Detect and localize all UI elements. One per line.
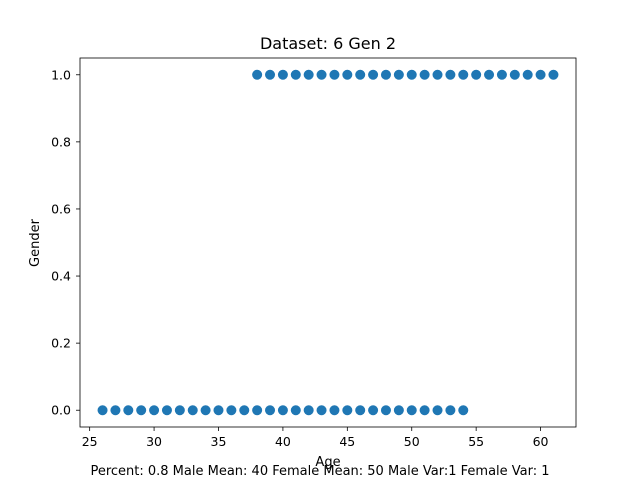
data-point — [329, 69, 340, 80]
data-point — [458, 405, 469, 416]
x-tick-label: 35 — [211, 434, 227, 449]
data-point — [535, 69, 546, 80]
y-axis-label: Gender — [28, 218, 43, 267]
data-point — [393, 69, 404, 80]
y-tick-label: 0.0 — [51, 403, 71, 418]
data-point — [419, 69, 430, 80]
data-point — [290, 405, 301, 416]
data-point — [252, 69, 263, 80]
x-tick-label: 30 — [146, 434, 162, 449]
data-point — [316, 69, 327, 80]
data-point — [445, 405, 456, 416]
data-point — [355, 405, 366, 416]
y-tick-label: 0.8 — [51, 134, 71, 149]
data-point — [522, 69, 533, 80]
y-tick-label: 0.6 — [51, 201, 71, 216]
data-point — [277, 69, 288, 80]
data-point — [149, 405, 160, 416]
x-tick-label: 55 — [468, 434, 484, 449]
x-axis-label: Age — [315, 455, 340, 470]
data-point — [277, 405, 288, 416]
data-point — [380, 405, 391, 416]
data-point — [509, 69, 520, 80]
data-point — [368, 405, 379, 416]
data-points — [97, 69, 559, 416]
y-tick-label: 0.4 — [51, 269, 71, 284]
y-tick-label: 1.0 — [51, 67, 71, 82]
data-point — [187, 405, 198, 416]
data-point — [419, 405, 430, 416]
data-point — [342, 405, 353, 416]
y-tick-label: 0.2 — [51, 336, 71, 351]
data-point — [393, 405, 404, 416]
data-point — [161, 405, 172, 416]
chart-title: Dataset: 6 Gen 2 — [260, 34, 396, 53]
plot-frame — [79, 57, 577, 428]
data-point — [380, 69, 391, 80]
data-point — [110, 405, 121, 416]
x-tick-label: 25 — [82, 434, 98, 449]
data-point — [432, 405, 443, 416]
x-axis-ticks: 25 30 35 40 45 50 55 60 — [82, 427, 549, 449]
data-point — [213, 405, 224, 416]
data-point — [265, 405, 276, 416]
data-point — [355, 69, 366, 80]
data-point — [226, 405, 237, 416]
x-tick-label: 45 — [339, 434, 355, 449]
data-point — [548, 69, 559, 80]
data-point — [484, 69, 495, 80]
data-point — [316, 405, 327, 416]
data-point — [368, 69, 379, 80]
x-tick-label: 40 — [275, 434, 291, 449]
data-point — [136, 405, 147, 416]
data-point — [97, 405, 108, 416]
data-point — [303, 69, 314, 80]
footer-stats: Percent: 0.8 Male Mean: 40 Female Mean: … — [90, 464, 549, 479]
data-point — [329, 405, 340, 416]
data-point — [252, 405, 263, 416]
data-point — [458, 69, 469, 80]
data-point — [239, 405, 250, 416]
x-tick-label: 60 — [533, 434, 549, 449]
data-point — [290, 69, 301, 80]
x-tick-label: 50 — [404, 434, 420, 449]
data-point — [406, 405, 417, 416]
data-point — [445, 69, 456, 80]
data-point — [496, 69, 507, 80]
data-point — [200, 405, 211, 416]
data-point — [123, 405, 134, 416]
data-point — [406, 69, 417, 80]
data-point — [432, 69, 443, 80]
data-point — [303, 405, 314, 416]
data-point — [174, 405, 185, 416]
data-point — [471, 69, 482, 80]
data-point — [342, 69, 353, 80]
y-axis-ticks: 0.0 0.2 0.4 0.6 0.8 1.0 — [51, 67, 80, 418]
data-point — [265, 69, 276, 80]
